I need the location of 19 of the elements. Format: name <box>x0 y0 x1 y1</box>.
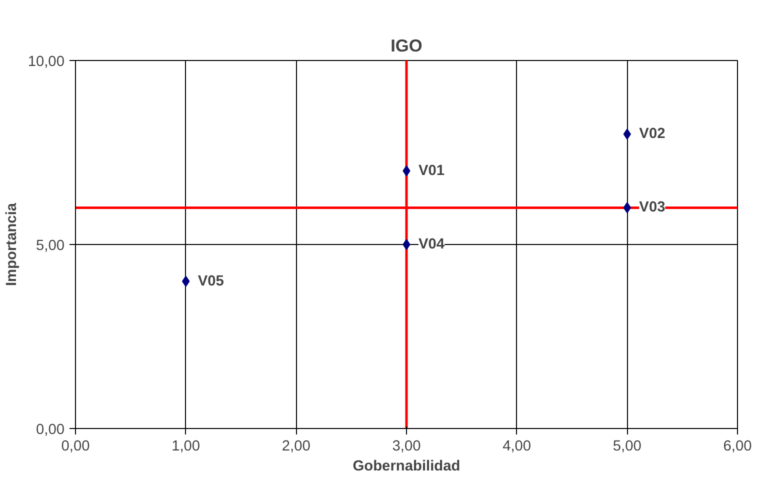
x-tick-label: 5,00 <box>612 438 642 454</box>
x-tick-label: 6,00 <box>723 438 752 454</box>
annotation: V02 <box>639 126 666 142</box>
x-tick-label: 1,00 <box>172 438 200 454</box>
x-tick-label: 0,00 <box>61 438 90 454</box>
x-tick-label: 3,00 <box>392 438 421 454</box>
y-tick-label: 5,00 <box>36 238 65 254</box>
annotation: V05 <box>198 273 224 290</box>
chart-title: IGO <box>390 36 422 56</box>
annotation: V03 <box>639 200 666 216</box>
y-axis-title: Importancia <box>4 202 20 286</box>
x-tick-label: 2,00 <box>282 438 310 454</box>
y-tick-label: 10,00 <box>28 54 65 70</box>
x-axis-title: Gobernabilidad <box>352 458 460 474</box>
x-tick-label: 4,00 <box>502 438 532 454</box>
annotation: V01 <box>418 162 445 179</box>
y-tick-label: 0,00 <box>36 422 65 438</box>
point <box>402 239 410 250</box>
annotation: V04 <box>418 236 446 252</box>
